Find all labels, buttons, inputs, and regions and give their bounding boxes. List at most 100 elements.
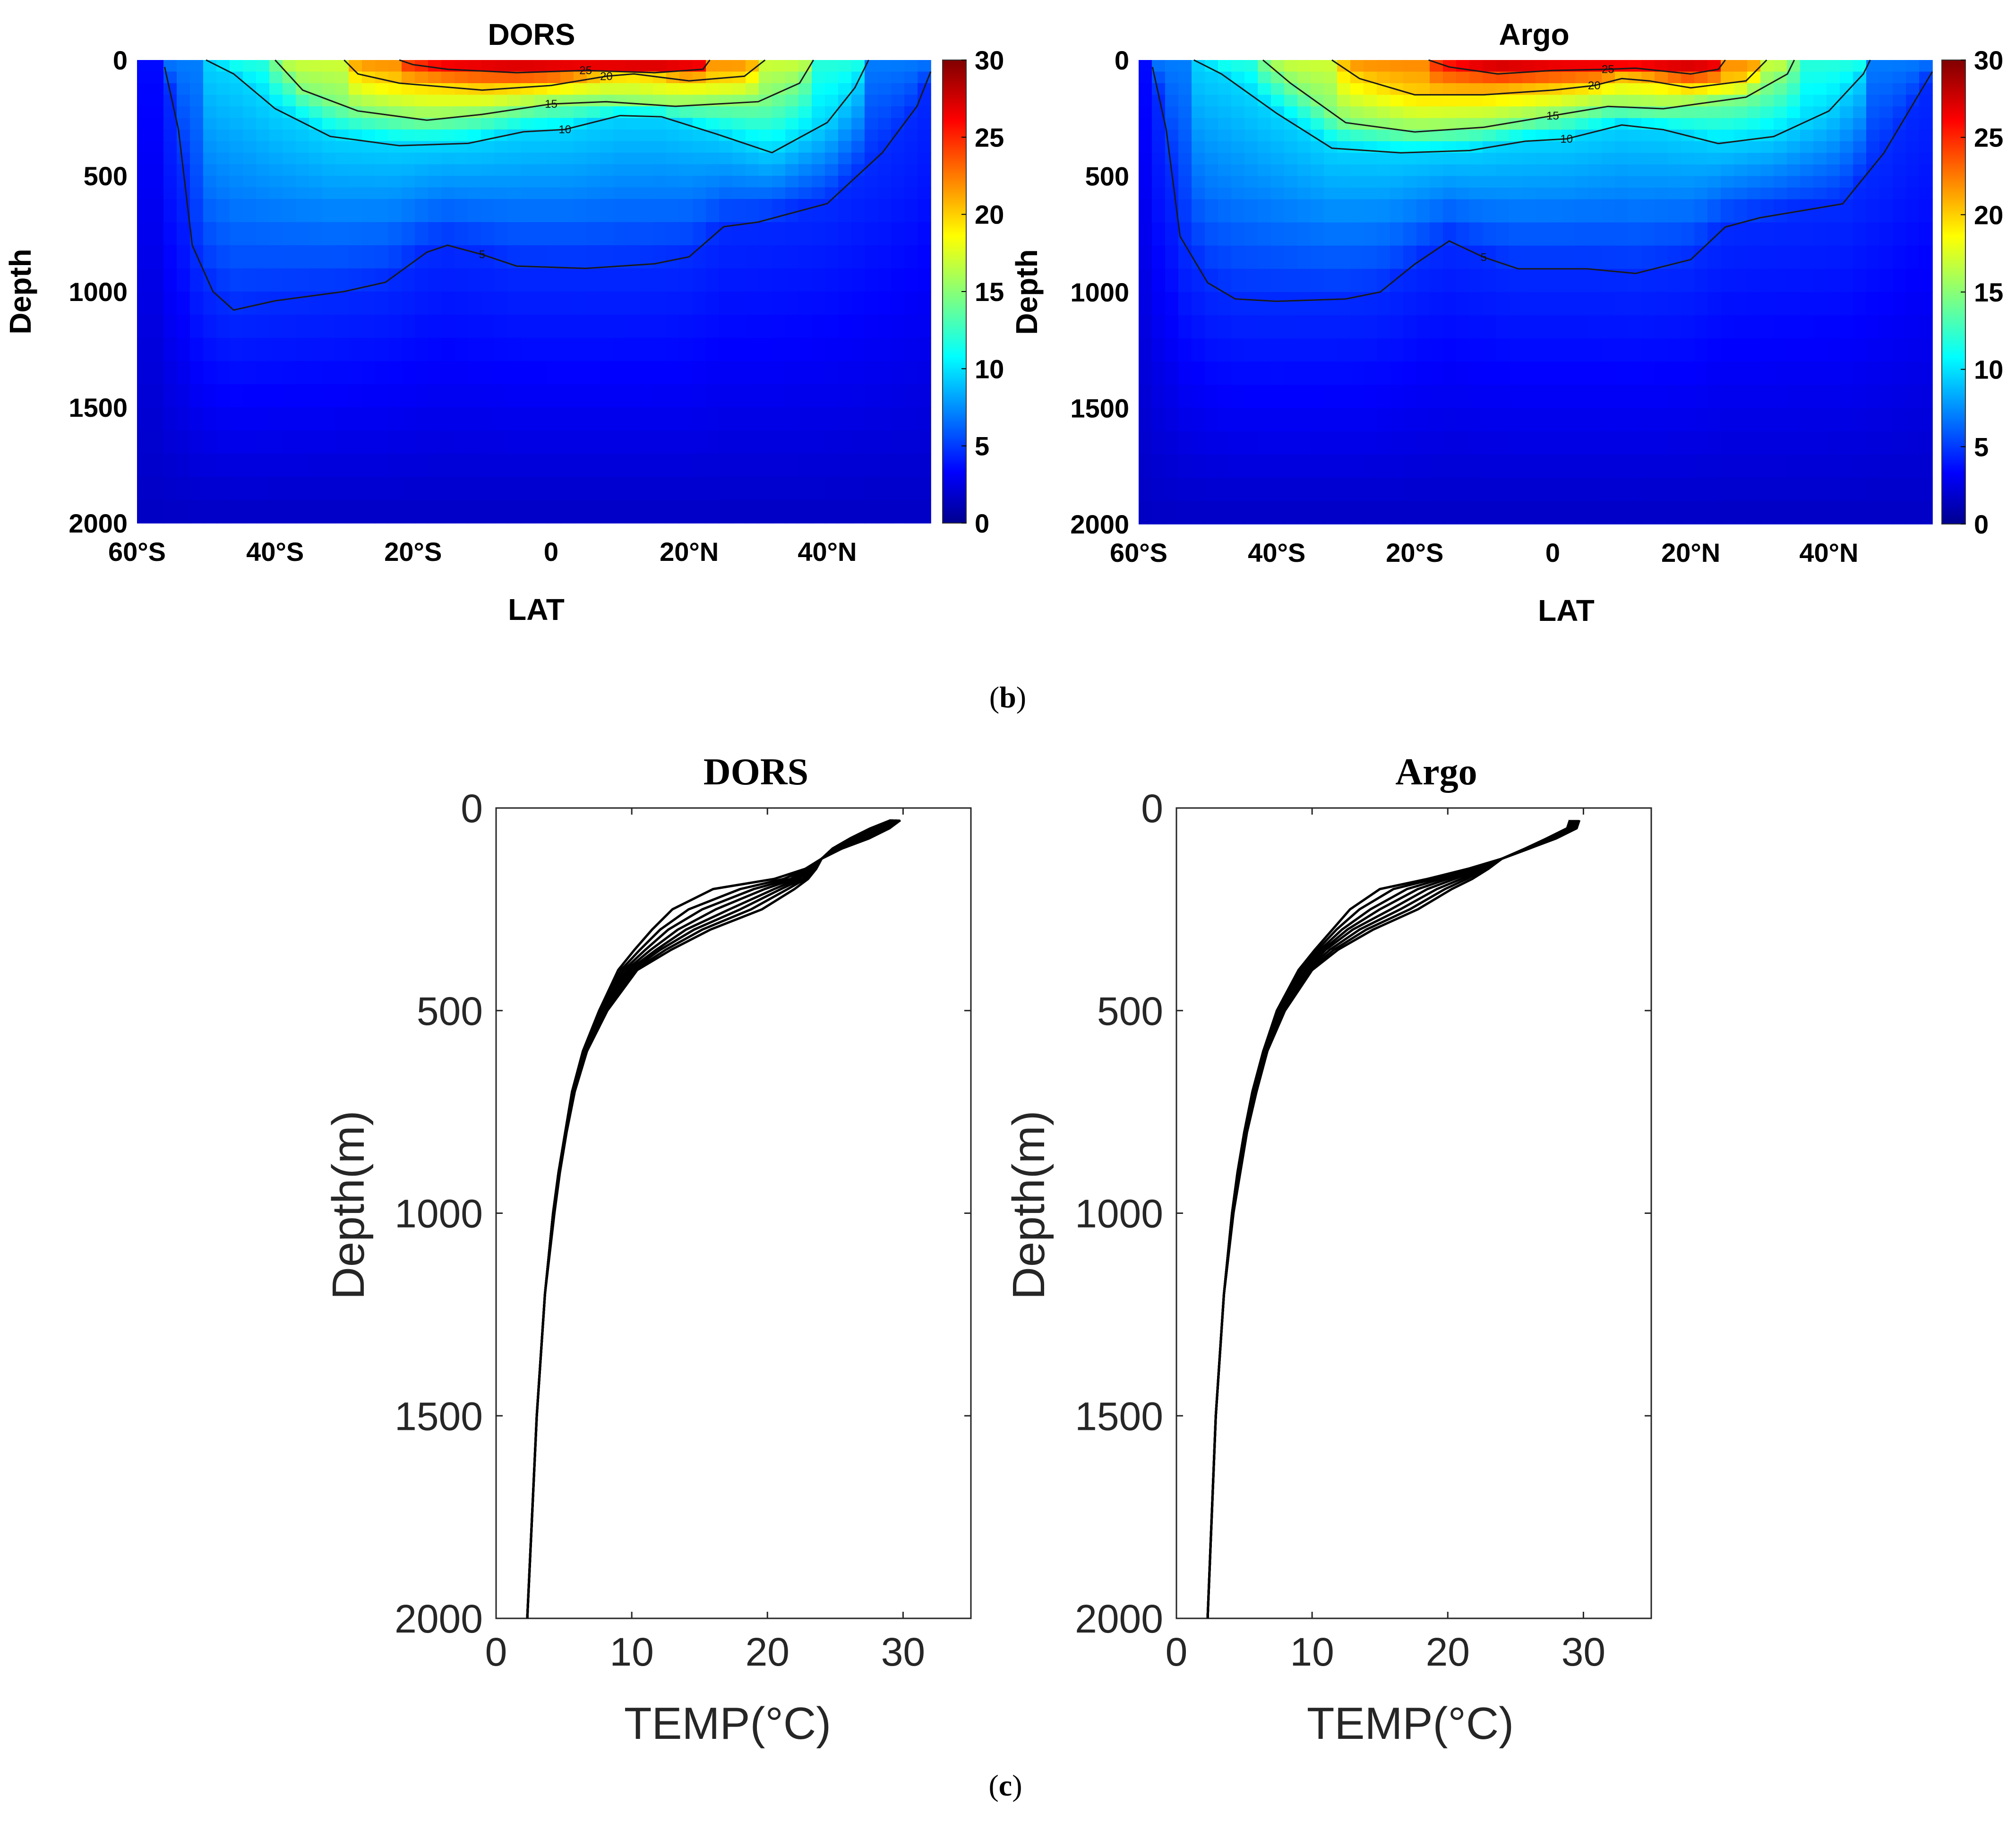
heatmap-cell [1879, 408, 1893, 432]
heatmap-cell [1403, 292, 1417, 316]
heatmap-cell [494, 361, 508, 385]
heatmap-cell [468, 268, 481, 292]
heatmap-cell [388, 477, 402, 500]
heatmap-cell [1694, 188, 1708, 200]
heatmap-cell [1403, 118, 1417, 130]
heatmap-cell [851, 477, 865, 500]
heatmap-cell [1205, 83, 1218, 95]
argo-profile-plot: 0 10 20 300500100015002000ArgoTEMP(°C)Depth… [1004, 751, 1652, 1749]
heatmap-cell [851, 141, 865, 153]
heatmap-cell [494, 338, 508, 361]
heatmap-cell [283, 176, 296, 188]
x-tick-label: 0 [544, 537, 558, 567]
heatmap-cell [309, 199, 323, 223]
heatmap-cell [375, 361, 389, 385]
heatmap-cell [1364, 164, 1377, 177]
heatmap-cell [534, 141, 548, 153]
heatmap-cell [1364, 408, 1377, 432]
heatmap-cell [1840, 106, 1853, 119]
heatmap-cell [1139, 83, 1152, 95]
heatmap-cell [785, 477, 799, 500]
heatmap-cell [269, 338, 283, 361]
heatmap-cell [1324, 500, 1338, 524]
heatmap-cell [1774, 164, 1787, 177]
heatmap-cell [1536, 153, 1549, 165]
heatmap-cell [1390, 118, 1404, 130]
heatmap-cell [1813, 385, 1827, 409]
heatmap-cell [666, 95, 680, 107]
heatmap-cell [1893, 153, 1906, 165]
heatmap-cell [1443, 176, 1457, 188]
heatmap-cell [1747, 500, 1761, 524]
heatmap-cell [1443, 106, 1457, 119]
heatmap-cell [706, 338, 720, 361]
heatmap-cell [256, 384, 270, 408]
heatmap-cell [1258, 176, 1271, 188]
heatmap-cell [1655, 153, 1668, 165]
heatmap-cell [1218, 338, 1232, 362]
heatmap-cell [679, 71, 693, 84]
heatmap-cell [296, 222, 309, 246]
heatmap-cell [1337, 60, 1351, 72]
heatmap-cell [1734, 83, 1748, 95]
heatmap-cell [653, 153, 667, 165]
heatmap-cell [1853, 500, 1867, 524]
heatmap-cell [1681, 164, 1695, 177]
heatmap-cell [190, 430, 204, 454]
heatmap-cell [163, 361, 177, 385]
heatmap-cell [1297, 71, 1311, 84]
heatmap-cell [1324, 164, 1338, 177]
heatmap-cell [1879, 454, 1893, 478]
heatmap-cell [1430, 338, 1443, 362]
heatmap-cell [534, 292, 548, 315]
heatmap-cell [626, 454, 640, 477]
heatmap-cell [1483, 454, 1496, 478]
heatmap-cell [825, 176, 839, 188]
heatmap-cell [1549, 71, 1562, 84]
heatmap-cell [1721, 118, 1734, 130]
heatmap-cell [798, 106, 812, 119]
heatmap-cell [666, 176, 680, 188]
heatmap-cell [785, 222, 799, 246]
heatmap-cell [1218, 199, 1232, 223]
heatmap-cell [1218, 245, 1232, 269]
heatmap-cell [1615, 245, 1629, 269]
heatmap-cell [1575, 338, 1589, 362]
heatmap-cell [362, 187, 376, 199]
heatmap-cell [1152, 141, 1166, 154]
heatmap-cell [335, 500, 349, 524]
heatmap-cell [918, 222, 931, 246]
heatmap-cell [719, 292, 733, 315]
heatmap-cell [1747, 268, 1761, 292]
heatmap-cell [1522, 361, 1536, 386]
colorbar-tick-label: 30 [975, 45, 1004, 75]
heatmap-cell [825, 95, 839, 107]
heatmap-cell [547, 430, 561, 454]
heatmap-cell [534, 83, 548, 95]
heatmap-cell [402, 106, 415, 119]
heatmap-cell [1641, 431, 1655, 455]
heatmap-cell [362, 118, 376, 130]
heatmap-cell [746, 338, 759, 361]
heatmap-cell [1800, 71, 1814, 84]
heatmap-cell [375, 187, 389, 199]
heatmap-cell [1377, 454, 1390, 478]
heatmap-cell [283, 118, 296, 130]
heatmap-cell [1377, 361, 1390, 386]
heatmap-cell [838, 199, 852, 223]
heatmap-cell [163, 407, 177, 431]
heatmap-cell [283, 361, 296, 385]
heatmap-cell [296, 60, 309, 72]
heatmap-cell [679, 187, 693, 199]
heatmap-cell [1231, 292, 1245, 316]
heatmap-cell [1893, 338, 1906, 362]
heatmap-cell [428, 338, 442, 361]
heatmap-cell [494, 268, 508, 292]
heatmap-cell [878, 407, 892, 431]
heatmap-cell [1165, 361, 1179, 386]
heatmap-cell [574, 106, 587, 119]
heatmap-cell [679, 315, 693, 338]
heatmap-cell [1509, 292, 1523, 316]
heatmap-cell [666, 500, 680, 524]
heatmap-cell [825, 153, 839, 165]
